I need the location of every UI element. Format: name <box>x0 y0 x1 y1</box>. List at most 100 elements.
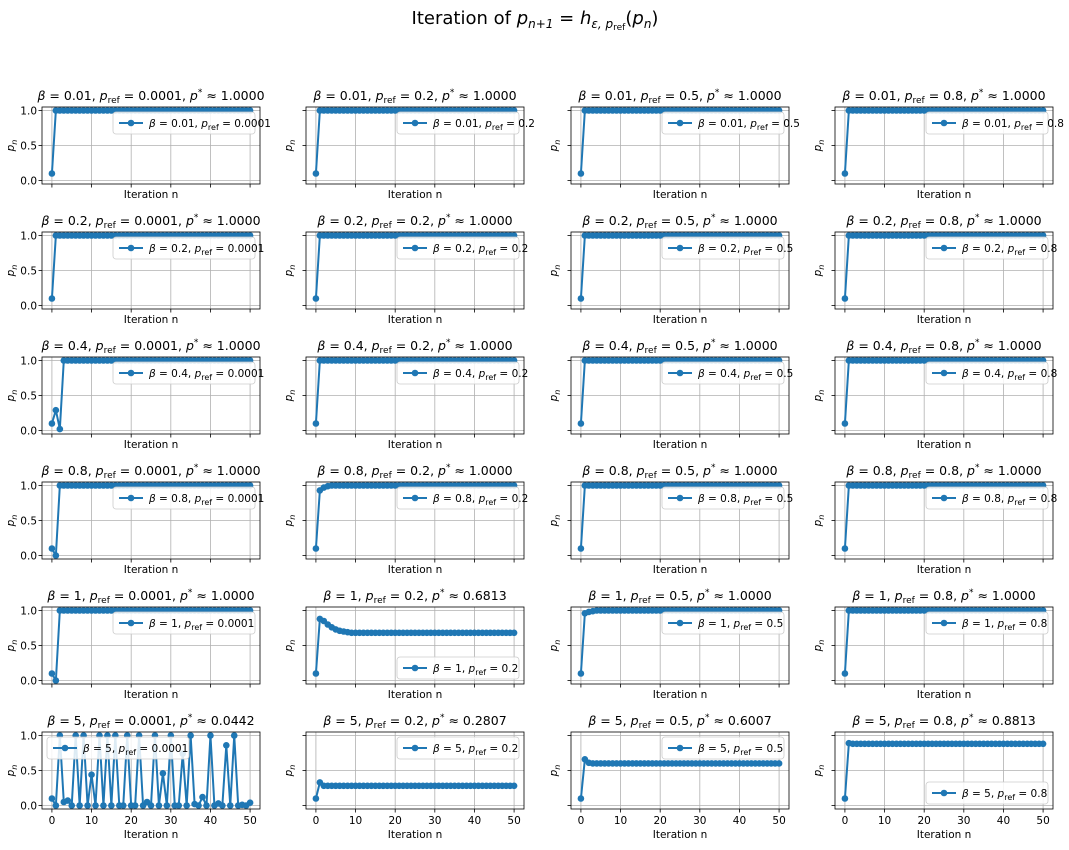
y-axis-label: pn <box>5 140 19 153</box>
data-point <box>841 295 849 302</box>
x-axis-label: Iteration n <box>124 439 179 451</box>
legend: β = 5, pref = 0.2 <box>396 736 520 760</box>
legend-box <box>396 236 520 260</box>
data-point <box>312 420 320 427</box>
subplot-title: β = 1, pref = 0.2, p* ≈ 0.6813 <box>322 588 506 606</box>
x-axis-label: Iteration n <box>653 189 708 201</box>
legend-marker <box>127 369 135 377</box>
x-tick-label: 30 <box>428 815 441 827</box>
x-tick-label: 50 <box>1036 815 1049 827</box>
y-axis-label: pn <box>812 390 826 403</box>
legend-box <box>112 611 256 635</box>
legend-marker <box>940 244 948 252</box>
subplot-title: β = 5, pref = 0.8, p* ≈ 0.8813 <box>851 713 1035 731</box>
legend-box <box>925 111 1049 135</box>
y-axis-label: pn <box>812 140 826 153</box>
x-axis-label: Iteration n <box>388 189 443 201</box>
subplot-title: β = 5, pref = 0.0001, p* ≈ 0.0442 <box>46 713 254 731</box>
legend-label: β = 0.8, pref = 0.8 <box>961 493 1057 507</box>
data-point <box>246 799 254 806</box>
subplot-title: β = 0.8, pref = 0.0001, p* ≈ 1.0000 <box>40 463 260 481</box>
subplot: β = 0.8, pref = 0.2, p* ≈ 1.0000 Iteratio… <box>283 463 528 576</box>
legend: β = 0.2, pref = 0.2 <box>396 236 528 260</box>
x-axis-label: Iteration n <box>917 439 972 451</box>
legend: β = 0.4, pref = 0.8 <box>925 361 1057 385</box>
legend: β = 1, pref = 0.0001 <box>112 611 256 635</box>
data-point <box>312 795 320 802</box>
data-point <box>312 670 320 677</box>
subplot: β = 0.8, pref = 0.5, p* ≈ 1.0000 Iteratio… <box>548 463 793 576</box>
legend-box <box>661 611 785 635</box>
y-axis-label: pn <box>548 140 562 153</box>
y-axis-label: pn <box>283 640 297 653</box>
legend-marker <box>127 494 135 502</box>
legend-box <box>925 361 1049 385</box>
legend: β = 1, pref = 0.5 <box>661 611 785 635</box>
data-point <box>64 797 72 804</box>
y-tick-label: 0.0 <box>20 425 37 437</box>
legend-box <box>396 736 520 760</box>
y-axis-label: pn <box>548 265 562 278</box>
y-axis-label: pn <box>283 765 297 778</box>
subplot: β = 5, pref = 0.2, p* ≈ 0.2807 0 10 20 30 40 5… <box>283 713 525 841</box>
legend-label: β = 0.2, pref = 0.2 <box>432 243 528 257</box>
subplot-title: β = 0.8, pref = 0.2, p* ≈ 1.0000 <box>316 463 512 481</box>
subplot-title: β = 0.4, pref = 0.0001, p* ≈ 1.0000 <box>40 338 260 356</box>
data-point <box>187 732 194 739</box>
legend: β = 0.2, pref = 0.8 <box>925 236 1057 260</box>
data-point <box>219 802 226 809</box>
y-tick-label: 0.0 <box>20 550 37 562</box>
y-tick-label: 1.0 <box>20 730 37 742</box>
legend-label: β = 5, pref = 0.0001 <box>82 743 188 757</box>
legend-marker <box>411 369 419 377</box>
y-tick-label: 1.0 <box>20 480 37 492</box>
subplot: β = 1, pref = 0.5, p* ≈ 1.0000 Iteration … <box>548 588 790 701</box>
x-tick-label: 30 <box>693 815 706 827</box>
data-point <box>100 802 107 809</box>
x-tick-label: 10 <box>614 815 627 827</box>
legend-box <box>925 781 1049 805</box>
y-tick-label: 0.0 <box>20 800 37 812</box>
data-point <box>841 545 849 552</box>
legend: β = 1, pref = 0.8 <box>925 611 1049 635</box>
data-point <box>577 795 585 802</box>
legend-label: β = 0.4, pref = 0.8 <box>961 368 1057 382</box>
legend: β = 0.4, pref = 0.5 <box>661 361 793 385</box>
legend-label: β = 0.4, pref = 0.5 <box>697 368 793 382</box>
x-axis-label: Iteration n <box>124 689 179 701</box>
subplot-title: β = 1, pref = 0.0001, p* ≈ 1.0000 <box>46 588 254 606</box>
y-axis-label: pn <box>812 265 826 278</box>
y-axis-label: pn <box>548 765 562 778</box>
legend-box <box>112 361 256 385</box>
legend: β = 5, pref = 0.0001 <box>46 736 190 760</box>
data-point <box>312 545 320 552</box>
x-axis-label: Iteration n <box>124 564 179 576</box>
data-point <box>48 545 56 552</box>
subplot: β = 1, pref = 0.2, p* ≈ 0.6813 Iteration … <box>283 588 525 701</box>
legend-marker <box>940 789 948 797</box>
subplot-title: β = 1, pref = 0.8, p* ≈ 1.0000 <box>851 588 1035 606</box>
legend-box <box>661 361 785 385</box>
subplot: β = 0.8, pref = 0.8, p* ≈ 1.0000 Iteratio… <box>812 463 1057 576</box>
x-tick-label: 10 <box>878 815 891 827</box>
legend-box <box>112 111 256 135</box>
subplot: β = 0.2, pref = 0.2, p* ≈ 1.0000 Iteratio… <box>283 213 528 326</box>
x-tick-label: 0 <box>49 815 56 827</box>
x-axis-label: Iteration n <box>388 564 443 576</box>
subplot-title: β = 0.2, pref = 0.5, p* ≈ 1.0000 <box>581 213 777 231</box>
data-point <box>312 170 320 177</box>
legend-label: β = 0.2, pref = 0.5 <box>697 243 793 257</box>
data-point <box>183 802 190 809</box>
y-tick-label: 0.5 <box>20 515 37 527</box>
legend: β = 1, pref = 0.2 <box>396 656 520 680</box>
legend-box <box>396 486 520 510</box>
x-axis-label: Iteration n <box>653 564 708 576</box>
y-tick-label: 0.0 <box>20 300 37 312</box>
x-axis-label: Iteration n <box>653 439 708 451</box>
subplot: β = 5, pref = 0.8, p* ≈ 0.8813 0 10 20 30 40 5… <box>812 713 1054 841</box>
legend: β = 0.8, pref = 0.5 <box>661 486 793 510</box>
subplot: β = 5, pref = 0.5, p* ≈ 0.6007 0 10 20 30 40 5… <box>548 713 790 841</box>
x-tick-label: 40 <box>997 815 1010 827</box>
legend-marker <box>411 744 419 752</box>
